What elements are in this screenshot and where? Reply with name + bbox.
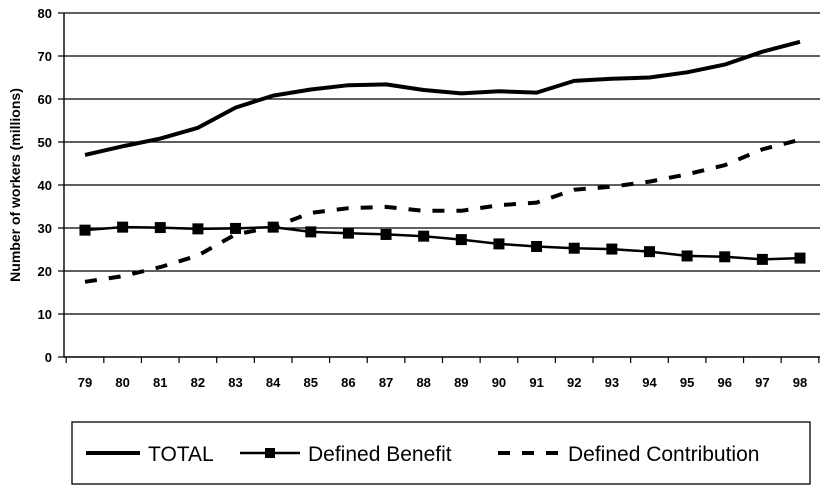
x-tick-label: 82 [191, 375, 205, 390]
legend-box [71, 421, 811, 485]
y-tick-label: 0 [45, 350, 52, 365]
x-tick-label: 95 [680, 375, 694, 390]
y-axis-title: Number of workers (millions) [7, 88, 23, 282]
axes [58, 12, 820, 363]
legend: TOTAL Defined Benefit Defined Contributi… [71, 421, 811, 485]
series-line-total [84, 39, 801, 157]
x-tick-label: 81 [153, 375, 167, 390]
data-point-defined-benefit [192, 223, 204, 235]
data-point-defined-benefit [342, 227, 354, 239]
x-tick-labels: 79 80 81 82 83 84 85 86 87 88 89 90 91 92 93 94 95 96 97 98 [78, 375, 807, 390]
legend-label-defined-benefit: Defined Benefit [308, 443, 452, 466]
legend-label-defined-contribution: Defined Contribution [568, 443, 759, 466]
x-tick-label: 87 [379, 375, 393, 390]
y-tick-label: 40 [38, 178, 52, 193]
series-line-defined-benefit [84, 225, 801, 261]
x-tick-label: 84 [266, 375, 281, 390]
legend-label-total: TOTAL [148, 443, 214, 466]
data-point-defined-benefit [794, 252, 806, 264]
x-tick-label: 94 [642, 375, 657, 390]
y-tick-label: 60 [38, 92, 52, 107]
data-point-defined-benefit [568, 242, 580, 254]
x-tick-label: 79 [78, 375, 92, 390]
data-point-defined-benefit [531, 240, 543, 252]
data-point-defined-benefit [719, 251, 731, 263]
data-point-defined-benefit [79, 224, 91, 236]
x-tick-label: 83 [228, 375, 242, 390]
y-tick-label: 80 [38, 6, 52, 21]
series-lines [79, 39, 806, 284]
data-point-defined-benefit [756, 253, 768, 265]
data-point-defined-benefit [380, 228, 392, 240]
x-tick-label: 90 [492, 375, 506, 390]
data-point-defined-benefit [455, 234, 467, 246]
x-tick-label: 92 [567, 375, 581, 390]
gridlines [64, 12, 820, 315]
y-tick-label: 30 [38, 221, 52, 236]
data-point-defined-benefit [305, 226, 317, 238]
x-tick-label: 80 [115, 375, 129, 390]
x-tick-label: 91 [529, 375, 543, 390]
y-tick-label: 10 [38, 307, 52, 322]
data-point-defined-benefit [493, 238, 505, 250]
y-tick-label: 50 [38, 135, 52, 150]
y-tick-label: 20 [38, 264, 52, 279]
series-line-defined-contribution [84, 137, 801, 284]
x-tick-label: 98 [793, 375, 807, 390]
x-tick-label: 96 [718, 375, 732, 390]
legend-marker-defined-benefit [265, 448, 275, 458]
data-point-defined-benefit [643, 246, 655, 258]
data-point-defined-benefit [154, 222, 166, 234]
x-tick-label: 93 [605, 375, 619, 390]
data-point-defined-benefit [606, 243, 618, 255]
x-tick-label: 97 [755, 375, 769, 390]
data-point-defined-benefit [418, 230, 430, 242]
data-point-defined-benefit [681, 250, 693, 262]
x-tick-label: 89 [454, 375, 468, 390]
data-point-defined-benefit [117, 221, 129, 233]
x-tick-label: 85 [304, 375, 318, 390]
y-tick-label: 70 [38, 49, 52, 64]
x-tick-label: 88 [416, 375, 430, 390]
y-tick-labels: 0 10 20 30 40 50 60 70 80 [38, 6, 52, 365]
x-tick-label: 86 [341, 375, 355, 390]
data-point-defined-benefit [230, 222, 242, 234]
